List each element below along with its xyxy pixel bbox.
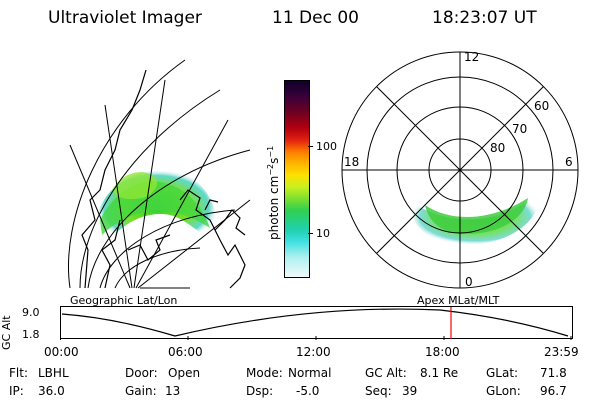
info-seq-value: 39: [402, 384, 418, 398]
info-gain-key: Gain:: [125, 384, 157, 398]
info-gcalt-key: GC Alt:: [365, 366, 407, 380]
polar-grid: [341, 51, 579, 289]
info-gcalt-value: 8.1 Re: [420, 366, 459, 380]
info-ip-value: 36.0: [38, 384, 65, 398]
timeline-axis-label: GC Alt: [0, 315, 13, 350]
intensity-colorbar: [284, 80, 310, 278]
altitude-curve: [61, 308, 569, 337]
info-glon-value: 96.7: [540, 384, 567, 398]
timeline-tick-0000: 00:00: [44, 345, 79, 359]
colorbar-tick-10: 10: [316, 227, 330, 240]
info-seq-key: Seq:: [365, 384, 392, 398]
coastlines: [81, 69, 246, 289]
geographic-map: [68, 59, 251, 289]
geographic-panel-label: Geographic Lat/Lon: [70, 294, 178, 307]
orbit-timeline: [60, 306, 573, 340]
mlt-label-6: 6: [565, 155, 573, 169]
timeline-ticks: [60, 336, 572, 340]
aurora-core-mlt: [425, 198, 528, 235]
mlt-label-0: 0: [465, 275, 473, 289]
mlat-label-80: 80: [490, 141, 505, 155]
timeline-tick-1800: 18:00: [425, 345, 460, 359]
mlt-label-12: 12: [464, 50, 479, 64]
info-gain-value: 13: [165, 384, 181, 398]
timeline-tick-1200: 12:00: [296, 345, 331, 359]
info-mode-value: Normal: [288, 366, 332, 380]
info-door-key: Door:: [125, 366, 158, 380]
mlat-label-70: 70: [512, 122, 527, 136]
info-mode-key: Mode:: [246, 366, 283, 380]
info-flt-key: Flt:: [9, 366, 28, 380]
info-glat-value: 71.8: [540, 366, 567, 380]
timeline-tick-0600: 06:00: [168, 345, 203, 359]
aurora-emission-mlt: [410, 190, 541, 245]
colorbar-tick-100: 100: [316, 140, 337, 153]
info-flt-value: LBHL: [38, 366, 69, 380]
polar-mlt-plot: 12 18 6 0 60 70 80: [341, 50, 579, 289]
timeline-ymax: 9.0: [22, 306, 40, 319]
info-glat-key: GLat:: [486, 366, 519, 380]
meridian-lines: [69, 79, 251, 289]
info-ip-key: IP:: [9, 384, 24, 398]
info-dsp-key: Dsp:: [246, 384, 274, 398]
date-label: 11 Dec 00: [272, 8, 359, 28]
timeline-tick-2359: 23:59: [544, 345, 579, 359]
info-dsp-value: -5.0: [296, 384, 320, 398]
colorbar-unit-label: photon cm−2s−1: [266, 145, 281, 240]
timeline-ymin: 1.8: [22, 328, 40, 341]
info-glon-key: GLon:: [486, 384, 521, 398]
mlat-label-60: 60: [534, 99, 549, 113]
apex-panel-label: Apex MLat/MLT: [417, 294, 500, 307]
info-door-value: Open: [168, 366, 201, 380]
instrument-title: Ultraviolet Imager: [48, 8, 202, 28]
mlt-label-18: 18: [344, 155, 359, 169]
time-label: 18:23:07 UT: [432, 8, 537, 28]
